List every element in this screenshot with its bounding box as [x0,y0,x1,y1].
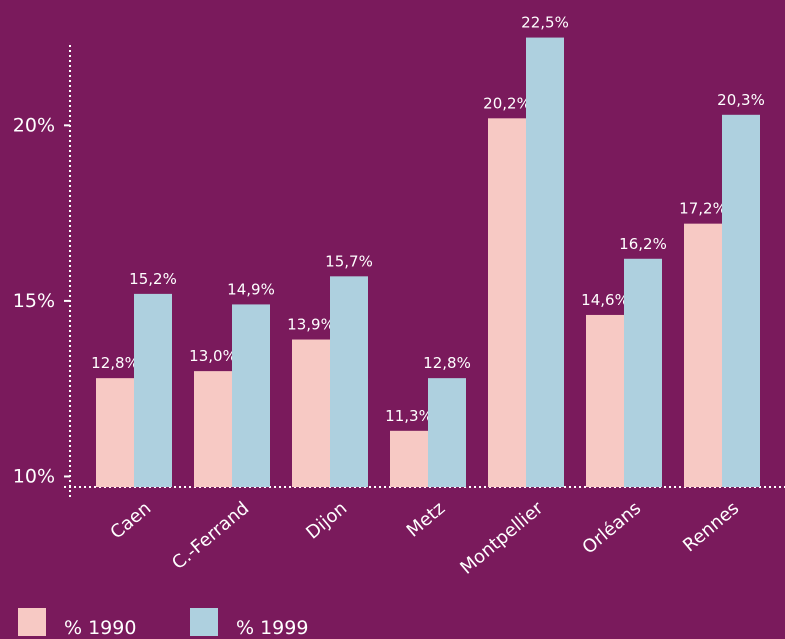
value-label: 12,8% [423,354,471,372]
bar [330,276,368,487]
bar [390,430,428,487]
value-label: 11,3% [385,407,433,425]
value-label: 13,0% [189,347,237,365]
bar [292,339,330,487]
bar [586,314,624,487]
value-label: 14,9% [227,280,275,298]
bar [96,378,134,487]
value-label: 17,2% [679,200,727,218]
bar [194,371,232,487]
value-label: 15,7% [325,252,373,270]
value-label: 15,2% [129,270,177,288]
bar [722,114,760,488]
y-tick-label: 20% [13,114,55,136]
bar [428,378,466,487]
legend-swatch [18,608,46,636]
bar [488,118,526,487]
y-tick-label: 15% [13,290,55,312]
value-label: 12,8% [91,354,139,372]
value-label: 13,9% [287,316,335,334]
y-tick-label: 10% [13,465,55,487]
value-label: 14,6% [581,291,629,309]
bar [684,223,722,488]
bar [134,293,172,487]
value-label: 16,2% [619,235,667,253]
value-label: 20,2% [483,94,531,112]
bar [232,304,270,487]
legend-label: % 1999 [236,617,308,639]
legend-swatch [190,608,218,636]
bar [526,37,564,487]
value-label: 20,3% [717,91,765,109]
bar [624,258,662,487]
value-label: 22,5% [521,14,569,32]
legend-label: % 1990 [64,617,136,639]
